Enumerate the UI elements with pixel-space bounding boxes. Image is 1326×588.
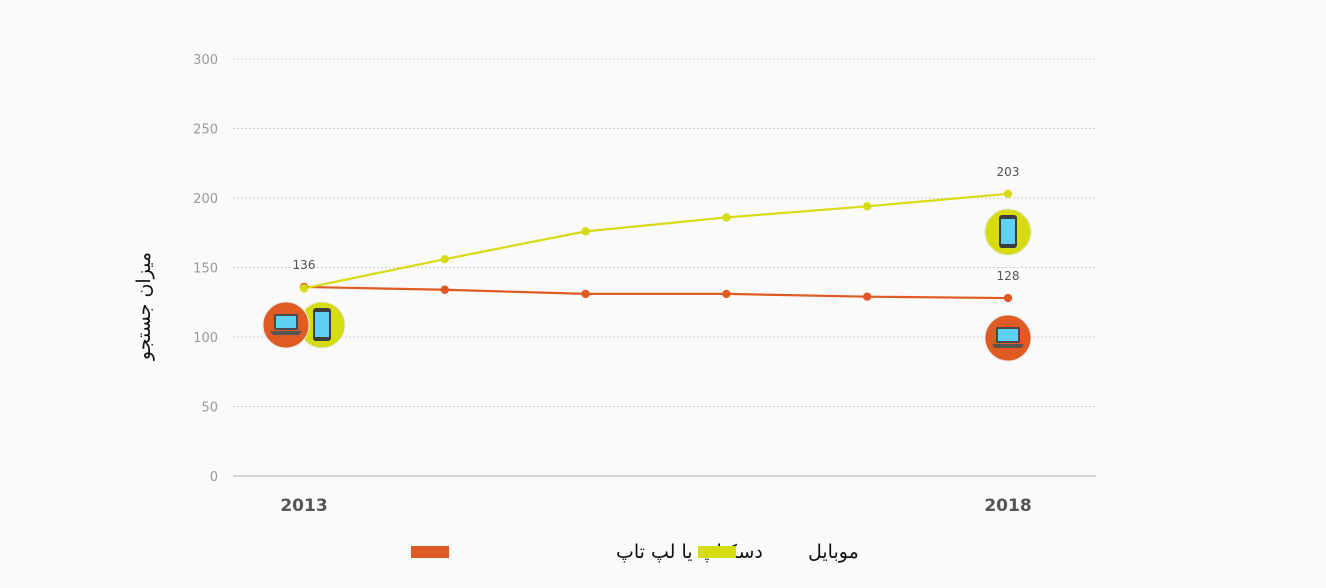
data-point [863,292,872,301]
y-tick-label: 300 [193,53,218,68]
smartphone-icon [298,301,346,349]
series-line-0 [303,285,1009,300]
data-point [1003,189,1013,199]
data-point [440,285,449,294]
x-tick-label: 2013 [280,496,327,516]
y-tick-label: 100 [193,331,218,346]
series-lines [303,192,1009,300]
y-tick-label: 50 [201,401,218,416]
data-point [1003,293,1013,303]
data-labels: 136 128 203 [293,165,1020,283]
y-tick-label: 200 [193,192,218,207]
data-point [581,289,590,299]
data-points [299,189,1013,303]
data-label: 128 [997,269,1020,283]
laptop-icon [262,301,310,349]
y-tick-label: 0 [210,470,218,485]
legend-label: دسکتاپ یا لپ تاپ [616,541,763,563]
y-axis-label: میزان جستجو [133,252,155,361]
data-point [722,289,731,299]
data-point [863,202,872,211]
y-tick-label: 250 [193,123,218,138]
laptop-icon [984,314,1032,362]
y-tick-label: 150 [193,262,218,277]
legend-item: موبایل [698,541,859,563]
legend-swatch [411,546,449,558]
data-point [440,254,449,264]
data-label: 203 [997,165,1020,179]
axes: 0 50 100 150 200 250 300 2013 2018 [193,53,1096,516]
smartphone-icon [984,208,1032,256]
data-label: 136 [293,258,316,272]
grid [233,58,1096,407]
series-line-1 [303,192,1009,290]
legend-label: موبایل [808,541,859,563]
data-point [722,213,731,222]
data-point [581,227,590,236]
legend-swatch [698,546,736,558]
data-point [299,284,309,293]
device-icons [262,208,1032,362]
legend: دسکتاپ یا لپ تاپ موبایل [411,541,859,563]
x-tick-label: 2018 [984,496,1031,516]
